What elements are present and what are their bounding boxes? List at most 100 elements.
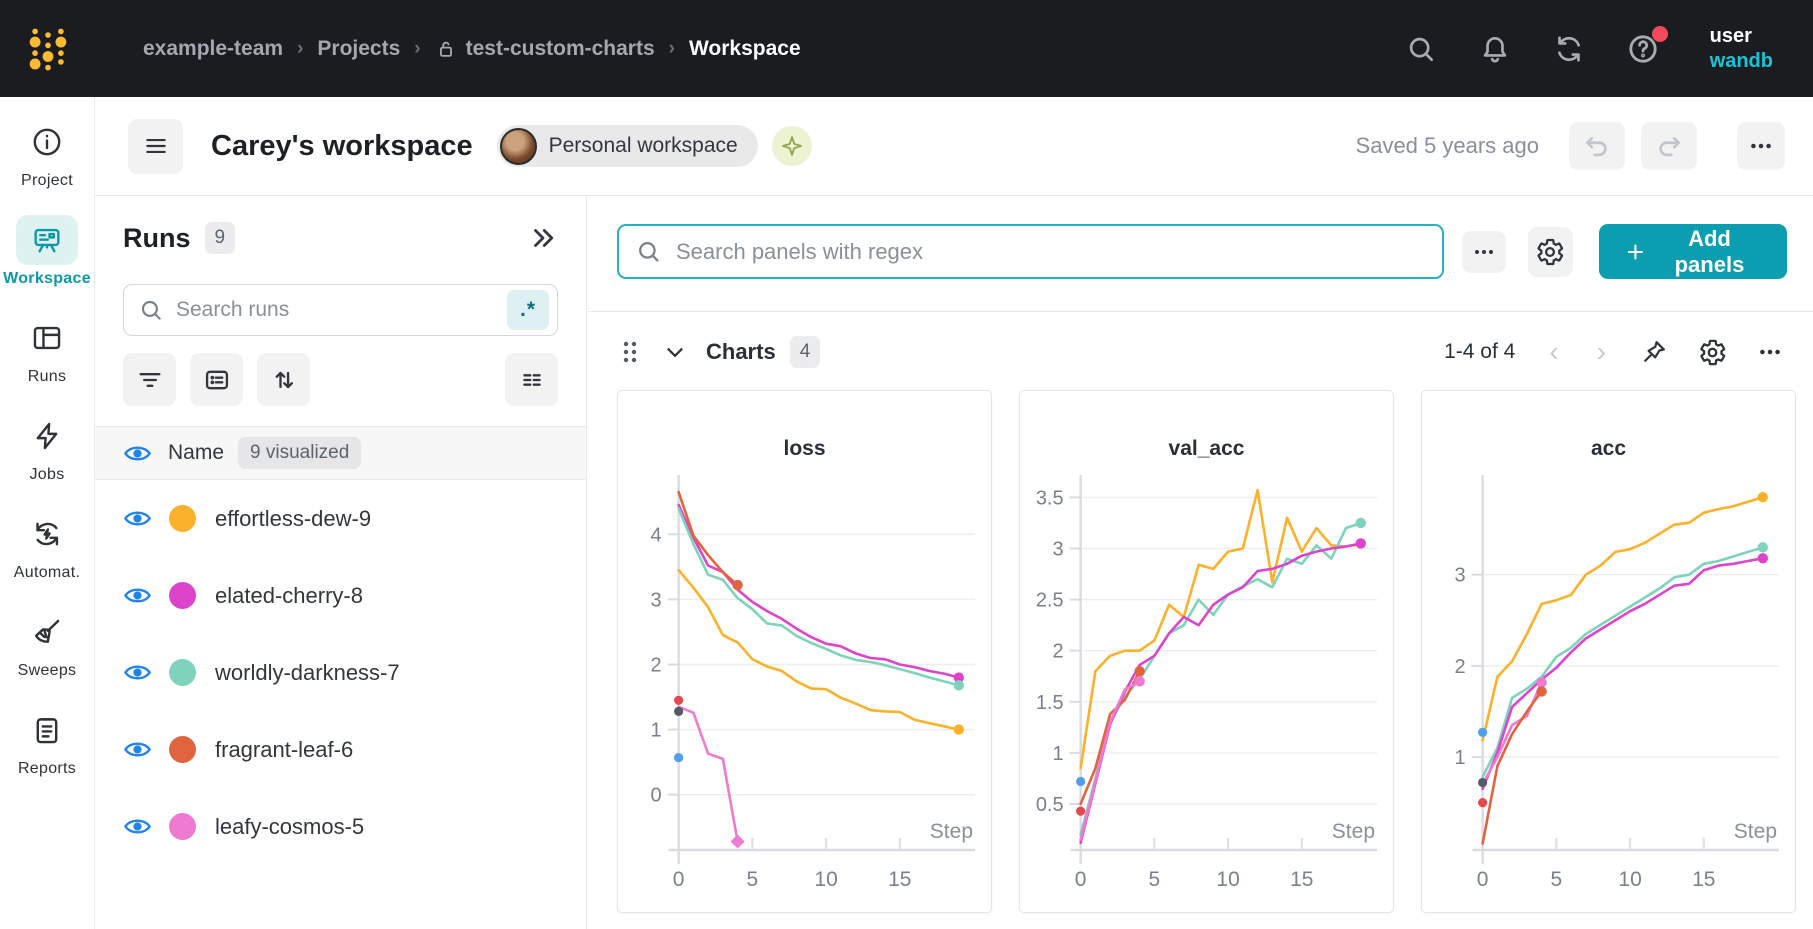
charts-count-badge: 4: [789, 336, 821, 368]
chart-plot[interactable]: 0.5 1 1.5 2 2.5 3 3.5 0 5 10 15 Step: [1020, 467, 1393, 912]
sidebar-item-label: Reports: [17, 760, 77, 777]
svg-text:2.5: 2.5: [1036, 590, 1064, 612]
search-icon: [639, 242, 659, 262]
topbar-actions: user wandb: [1404, 24, 1813, 74]
refresh-icon[interactable]: [1552, 32, 1586, 66]
svg-text:0: 0: [1075, 868, 1087, 891]
sort-runs-button[interactable]: [257, 353, 310, 406]
section-settings-icon[interactable]: [1698, 338, 1727, 367]
panel-search-input[interactable]: [674, 237, 1426, 266]
filter-runs-button[interactable]: [123, 353, 176, 406]
svg-text:5: 5: [1149, 868, 1161, 891]
svg-text:Step: Step: [1734, 820, 1777, 843]
sidebar-item-project[interactable]: Project: [4, 117, 90, 190]
svg-text:3: 3: [651, 589, 662, 611]
main-content: Add panels Charts 4 1-4 of 4 ‹ ›: [588, 196, 1813, 929]
eye-icon[interactable]: [123, 504, 152, 533]
breadcrumb-separator: ›: [668, 37, 675, 59]
panel-search-box: [617, 224, 1444, 279]
bell-icon[interactable]: [1478, 32, 1512, 66]
sidebar-item-workspace[interactable]: Workspace: [3, 215, 91, 288]
sidebar-item-runs[interactable]: Runs: [4, 313, 90, 386]
svg-text:10: 10: [1618, 868, 1641, 891]
run-row[interactable]: worldly-darkness-7: [123, 634, 558, 711]
prev-page-icon[interactable]: ‹: [1549, 336, 1559, 367]
drag-handle-icon[interactable]: [618, 339, 642, 365]
runs-search-input[interactable]: [174, 297, 507, 323]
run-row[interactable]: fragrant-leaf-6: [123, 711, 558, 788]
breadcrumb-team[interactable]: example-team: [143, 36, 284, 60]
chart-cards: loss 0 1 2 3 4 0 5 10 15 Step val_acc 0.5 1 1.5 2 2.5 3 3.…: [588, 386, 1813, 913]
sidebar-item-label: Workspace: [3, 270, 91, 287]
sidebar-item-reports[interactable]: Reports: [4, 705, 90, 778]
workspace-more-button[interactable]: [1737, 122, 1785, 170]
svg-text:Step: Step: [1332, 820, 1375, 843]
chart-panel-acc[interactable]: acc 1 2 3 0 5 10 15 Step: [1421, 390, 1796, 913]
svg-text:4: 4: [651, 524, 662, 546]
breadcrumb-project[interactable]: test-custom-charts: [435, 37, 655, 61]
user-menu[interactable]: user wandb: [1710, 24, 1773, 74]
add-panels-button[interactable]: Add panels: [1599, 224, 1787, 279]
user-org: wandb: [1709, 49, 1773, 72]
plus-icon: [1627, 243, 1644, 260]
pin-icon[interactable]: [1640, 338, 1668, 366]
svg-text:1.5: 1.5: [1036, 692, 1064, 714]
sidebar-item-sweeps[interactable]: Sweeps: [4, 607, 90, 680]
svg-text:2: 2: [651, 655, 662, 677]
automations-icon: [36, 522, 59, 546]
sidebar-item-jobs[interactable]: Jobs: [4, 411, 90, 484]
run-row[interactable]: leafy-cosmos-5: [123, 788, 558, 865]
chart-panel-val_acc[interactable]: val_acc 0.5 1 1.5 2 2.5 3 3.5 0 5 10 15 Step: [1019, 390, 1394, 913]
notification-dot: [1651, 25, 1668, 42]
runs-count-badge: 9: [204, 222, 236, 254]
panels-settings-button[interactable]: [1527, 226, 1574, 277]
sidebar-item-automat[interactable]: Automat.: [4, 509, 90, 582]
personal-workspace-badge[interactable]: Personal workspace: [496, 125, 758, 167]
wandb-logo-icon[interactable]: [0, 18, 95, 80]
eye-icon[interactable]: [123, 439, 152, 468]
run-color-dot: [169, 659, 196, 686]
chevron-down-icon[interactable]: [662, 339, 688, 365]
collapse-panel-icon[interactable]: [528, 223, 558, 253]
runs-table-header[interactable]: Name 9 visualized: [95, 426, 586, 480]
eye-icon[interactable]: [123, 658, 152, 687]
sparkle-icon[interactable]: [771, 126, 812, 166]
redo-button[interactable]: [1641, 122, 1697, 170]
sidebar-item-label: Sweeps: [17, 662, 77, 679]
chart-plot[interactable]: 1 2 3 0 5 10 15 Step: [1422, 467, 1795, 912]
svg-text:1: 1: [1455, 747, 1466, 769]
lightning-icon: [36, 422, 58, 450]
avatar: [499, 127, 537, 165]
eye-icon[interactable]: [123, 581, 152, 610]
broom-icon: [35, 619, 60, 643]
regex-toggle[interactable]: .*: [507, 290, 549, 330]
search-icon[interactable]: [1404, 32, 1438, 66]
eye-icon[interactable]: [123, 812, 152, 841]
chart-panel-loss[interactable]: loss 0 1 2 3 4 0 5 10 15 Step: [617, 390, 992, 913]
panels-more-button[interactable]: [1462, 230, 1506, 273]
breadcrumb-projects[interactable]: Projects: [317, 36, 401, 60]
workspace-menu-button[interactable]: [128, 118, 183, 174]
next-page-icon[interactable]: ›: [1596, 336, 1606, 367]
sidebar-item-label: Automat.: [13, 564, 81, 581]
run-name: fragrant-leaf-6: [215, 736, 354, 762]
sidebar-item-label: Jobs: [29, 466, 65, 483]
svg-text:10: 10: [814, 868, 837, 891]
left-nav-rail: Project Workspace Runs Jobs Automat. Sweeps Re…: [0, 97, 95, 929]
workspace-header-actions: Saved 5 years ago: [1356, 122, 1785, 170]
chart-plot[interactable]: 0 1 2 3 4 0 5 10 15 Step: [618, 467, 991, 912]
section-more-icon[interactable]: [1757, 339, 1783, 365]
run-row[interactable]: elated-cherry-8: [123, 557, 558, 634]
svg-text:10: 10: [1216, 868, 1239, 891]
eye-icon[interactable]: [123, 735, 152, 764]
run-color-dot: [169, 736, 196, 763]
workspace-title: Carey's workspace: [211, 129, 473, 162]
columns-settings-button[interactable]: [505, 353, 558, 406]
help-icon[interactable]: [1626, 25, 1668, 66]
group-runs-button[interactable]: [190, 353, 243, 406]
svg-text:0: 0: [673, 868, 685, 891]
run-row[interactable]: effortless-dew-9: [123, 480, 558, 557]
saved-status: Saved 5 years ago: [1355, 133, 1539, 158]
breadcrumb-workspace[interactable]: Workspace: [688, 36, 801, 60]
undo-button[interactable]: [1569, 122, 1625, 170]
